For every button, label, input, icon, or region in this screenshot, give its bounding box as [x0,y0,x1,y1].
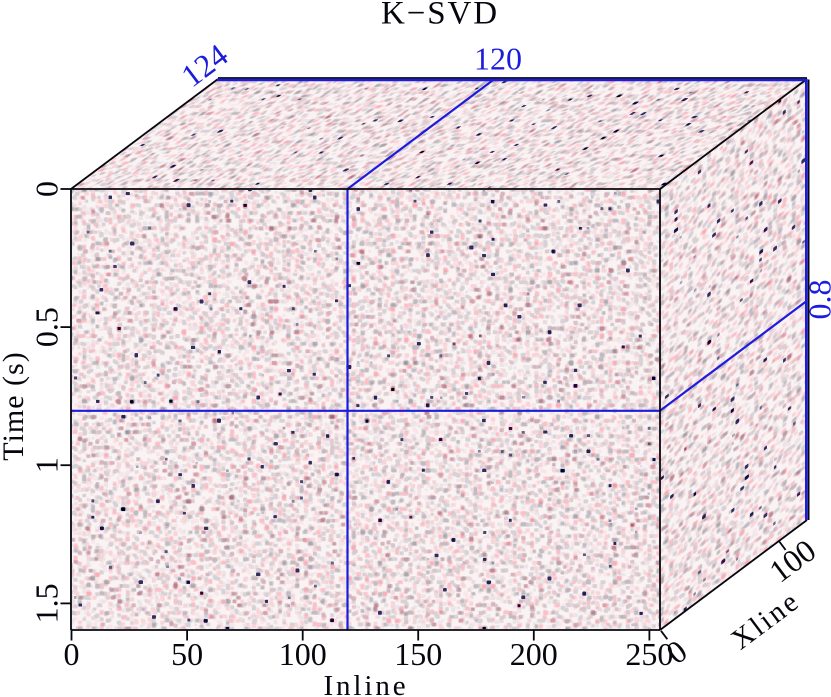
svg-text:200: 200 [510,636,558,672]
svg-text:Inline: Inline [323,670,408,697]
svg-text:100: 100 [279,636,327,672]
svg-text:50: 50 [171,636,203,672]
svg-text:150: 150 [394,636,442,672]
svg-text:K−SVD: K−SVD [381,0,499,32]
svg-text:Xline: Xline [725,585,806,657]
svg-text:Time (s): Time (s) [0,351,30,460]
svg-text:1: 1 [29,457,65,473]
svg-text:0.8: 0.8 [802,280,831,320]
svg-text:0: 0 [64,636,80,672]
svg-text:1.5: 1.5 [29,583,65,623]
svg-text:0.5: 0.5 [29,307,65,347]
svg-text:0: 0 [29,181,65,197]
svg-text:250: 250 [625,636,673,672]
svg-text:120: 120 [474,41,522,77]
